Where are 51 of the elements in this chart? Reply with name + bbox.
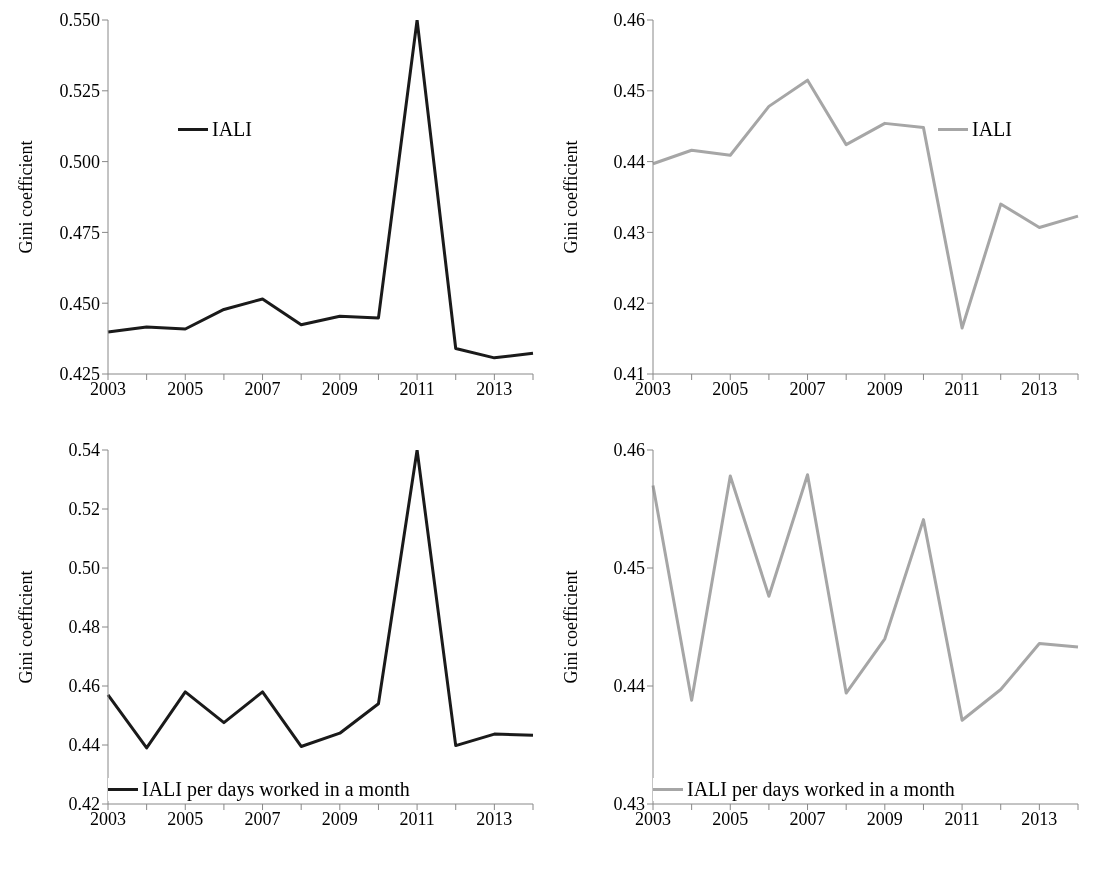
legend-label: IALI per days worked in a month xyxy=(142,778,410,801)
line-series xyxy=(651,78,1080,330)
line-series xyxy=(106,450,535,750)
y-tick-label: 0.42 xyxy=(613,293,645,314)
x-tick-label: 2009 xyxy=(321,378,358,399)
x-tick-label: 2011 xyxy=(944,378,980,399)
y-tick-label: 0.52 xyxy=(68,499,100,520)
x-tick-label: 2013 xyxy=(1021,378,1058,399)
line-series xyxy=(651,473,1080,722)
y-axis-title: Gini coefficient xyxy=(561,140,582,254)
x-tick-label: 2009 xyxy=(866,808,903,829)
legend-label: IALI xyxy=(212,118,252,141)
y-tick-label: 0.44 xyxy=(613,676,645,697)
x-tick-label: 2007 xyxy=(244,808,281,829)
x-tick-label: 2005 xyxy=(167,808,204,829)
x-tick-label: 2013 xyxy=(476,378,513,399)
y-tick-label: 0.43 xyxy=(613,222,645,243)
y-axis-title: Gini coefficient xyxy=(16,570,37,684)
y-tick-label: 0.46 xyxy=(613,440,645,461)
x-tick-label: 2005 xyxy=(712,808,749,829)
x-tick-label: 2009 xyxy=(866,378,903,399)
y-tick-label: 0.50 xyxy=(68,558,100,579)
x-tick-label: 2007 xyxy=(789,808,826,829)
y-tick-label: 0.48 xyxy=(68,617,100,638)
y-tick-label: 0.46 xyxy=(68,676,100,697)
y-tick-label: 0.45 xyxy=(613,81,645,102)
y-tick-label: 0.46 xyxy=(613,10,645,31)
x-tick-label: 2011 xyxy=(944,808,980,829)
y-tick-label: 0.500 xyxy=(59,151,100,172)
x-tick-label: 2009 xyxy=(321,808,358,829)
x-tick-label: 2005 xyxy=(167,378,204,399)
x-tick-label: 2011 xyxy=(399,378,435,399)
line-series xyxy=(106,20,535,360)
y-tick-label: 0.44 xyxy=(613,151,645,172)
x-tick-label: 2007 xyxy=(244,378,281,399)
x-tick-label: 2013 xyxy=(1021,808,1058,829)
y-tick-label: 0.54 xyxy=(68,440,100,461)
y-tick-label: 0.44 xyxy=(68,735,100,756)
x-tick-label: 2013 xyxy=(476,808,513,829)
x-tick-label: 2005 xyxy=(712,378,749,399)
y-axis-title: Gini coefficient xyxy=(16,140,37,254)
x-tick-label: 2011 xyxy=(399,808,435,829)
y-tick-label: 0.450 xyxy=(59,293,100,314)
y-tick-label: 0.550 xyxy=(59,10,100,31)
y-axis-title: Gini coefficient xyxy=(561,570,582,684)
x-tick-label: 2007 xyxy=(789,378,826,399)
legend-label: IALI per days worked in a month xyxy=(687,778,955,801)
y-tick-label: 0.475 xyxy=(59,222,100,243)
legend-label: IALI xyxy=(972,118,1012,141)
y-tick-label: 0.525 xyxy=(59,81,100,102)
y-tick-label: 0.45 xyxy=(613,558,645,579)
